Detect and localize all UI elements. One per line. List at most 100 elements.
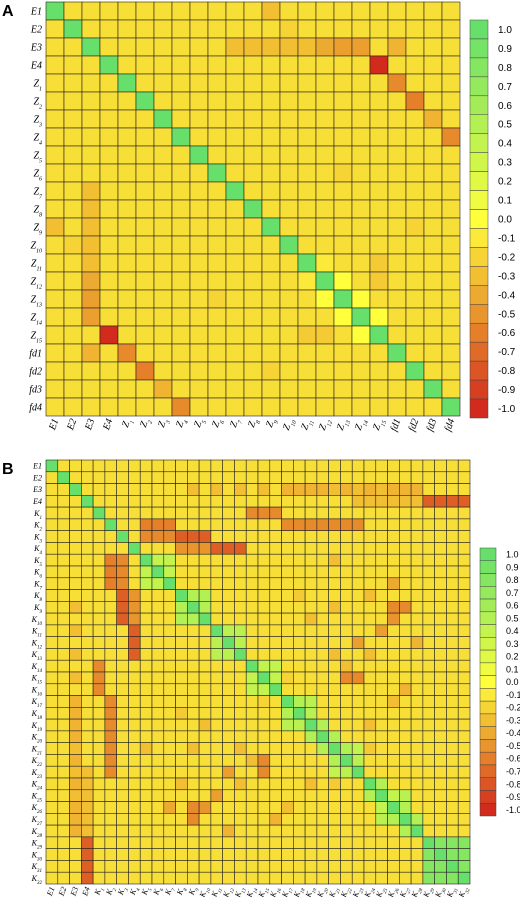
row-tick-label: K8 (33, 591, 42, 603)
heatmap-cell (189, 361, 209, 381)
heatmap-cell (446, 577, 459, 590)
heatmap-cell (225, 199, 245, 219)
heatmap-cell (116, 671, 129, 685)
heatmap-cell (222, 577, 235, 590)
heatmap-cell (423, 289, 443, 309)
heatmap-cell (151, 718, 165, 732)
heatmap-cell (316, 683, 329, 696)
heatmap-cell (187, 730, 200, 743)
heatmap-cell (81, 91, 101, 111)
heatmap-cell (434, 683, 447, 696)
heatmap-cell (410, 777, 424, 791)
heatmap-cell (387, 765, 400, 779)
heatmap-cell (171, 343, 191, 363)
heatmap-cell (245, 754, 259, 767)
heatmap-cell (422, 542, 435, 555)
heatmap-cell (316, 754, 329, 767)
row-tick-label: E2 (30, 25, 42, 36)
heatmap-cell (375, 742, 388, 755)
column-tick-label: Z3 (156, 417, 172, 430)
heatmap-cell (57, 565, 70, 579)
heatmap-cell (304, 695, 318, 708)
heatmap-cell (387, 742, 400, 755)
heatmap-cell (171, 253, 191, 273)
heatmap-cell (422, 777, 435, 791)
heatmap-cell (116, 565, 129, 579)
heatmap-cell (210, 860, 223, 873)
heatmap-cell (225, 109, 245, 129)
heatmap-cell (45, 235, 65, 255)
heatmap-cell (175, 801, 188, 814)
heatmap-cell (446, 754, 459, 767)
heatmap-cell (104, 636, 117, 649)
heatmap-cell (175, 824, 188, 838)
column-tick-label: fd2 (407, 417, 422, 433)
heatmap-cell (293, 765, 306, 779)
heatmap-cell (399, 483, 412, 496)
heatmap-cell (387, 163, 407, 183)
heatmap-cell (315, 217, 335, 237)
heatmap-cell (293, 483, 306, 496)
heatmap-cell (63, 343, 83, 363)
heatmap-cell (69, 471, 82, 484)
heatmap-cell (316, 553, 329, 567)
colorbar-swatch (469, 398, 489, 419)
heatmap-cell (45, 307, 65, 327)
heatmap-cell (257, 553, 271, 567)
heatmap-cell (81, 506, 94, 520)
heatmap-cell (281, 483, 294, 496)
heatmap-cell (351, 73, 371, 93)
heatmap-cell (99, 109, 119, 129)
colorbar-swatch (469, 190, 489, 210)
heatmap-cell (135, 379, 155, 399)
colorbar-swatch (479, 777, 497, 791)
heatmap-cell (293, 742, 306, 755)
heatmap-cell (189, 325, 209, 345)
heatmap-cell (81, 754, 94, 767)
heatmap-cell (281, 813, 294, 826)
heatmap-cell (139, 577, 153, 590)
heatmap-cell (423, 37, 443, 57)
heatmap-cell (153, 73, 173, 93)
heatmap-cell (434, 871, 447, 885)
heatmap-cell (234, 565, 247, 579)
heatmap-cell (328, 459, 341, 473)
heatmap-cell (261, 37, 281, 57)
heatmap-cell (422, 589, 435, 602)
heatmap-cell (257, 683, 271, 696)
heatmap-cell (116, 871, 129, 885)
heatmap-cell (369, 217, 389, 237)
heatmap-cell (363, 553, 377, 567)
heatmap-cell (333, 109, 353, 129)
heatmap-cell (304, 789, 318, 802)
column-tick-label: K12 (221, 885, 236, 897)
heatmap-cell (163, 730, 176, 743)
heatmap-cell (243, 127, 263, 147)
heatmap-cell (351, 37, 371, 57)
heatmap-cell (45, 271, 65, 291)
heatmap-cell (279, 325, 299, 345)
heatmap-cell (245, 577, 259, 590)
heatmap-cell (387, 695, 400, 708)
row-tick-label: K2 (33, 521, 42, 533)
heatmap-cell (328, 695, 341, 708)
heatmap-cell (175, 553, 188, 567)
heatmap-cell (135, 253, 155, 273)
heatmap-cell (281, 718, 294, 732)
heatmap-cell (207, 253, 227, 273)
heatmap-cell (333, 37, 353, 57)
heatmap-cell (104, 836, 117, 849)
heatmap-cell (387, 518, 400, 531)
heatmap-cell (128, 636, 141, 649)
heatmap-cell (405, 379, 425, 399)
heatmap-cell (243, 73, 263, 93)
heatmap-cell (69, 577, 82, 590)
heatmap-cell (399, 612, 412, 626)
heatmap-cell (153, 145, 173, 165)
heatmap-cell (135, 217, 155, 237)
heatmap-cell (189, 379, 209, 399)
heatmap-cell (423, 127, 443, 147)
colorbar-tick-label: -0.7 (506, 766, 520, 776)
heatmap-cell (222, 459, 235, 473)
heatmap-cell (387, 91, 407, 111)
